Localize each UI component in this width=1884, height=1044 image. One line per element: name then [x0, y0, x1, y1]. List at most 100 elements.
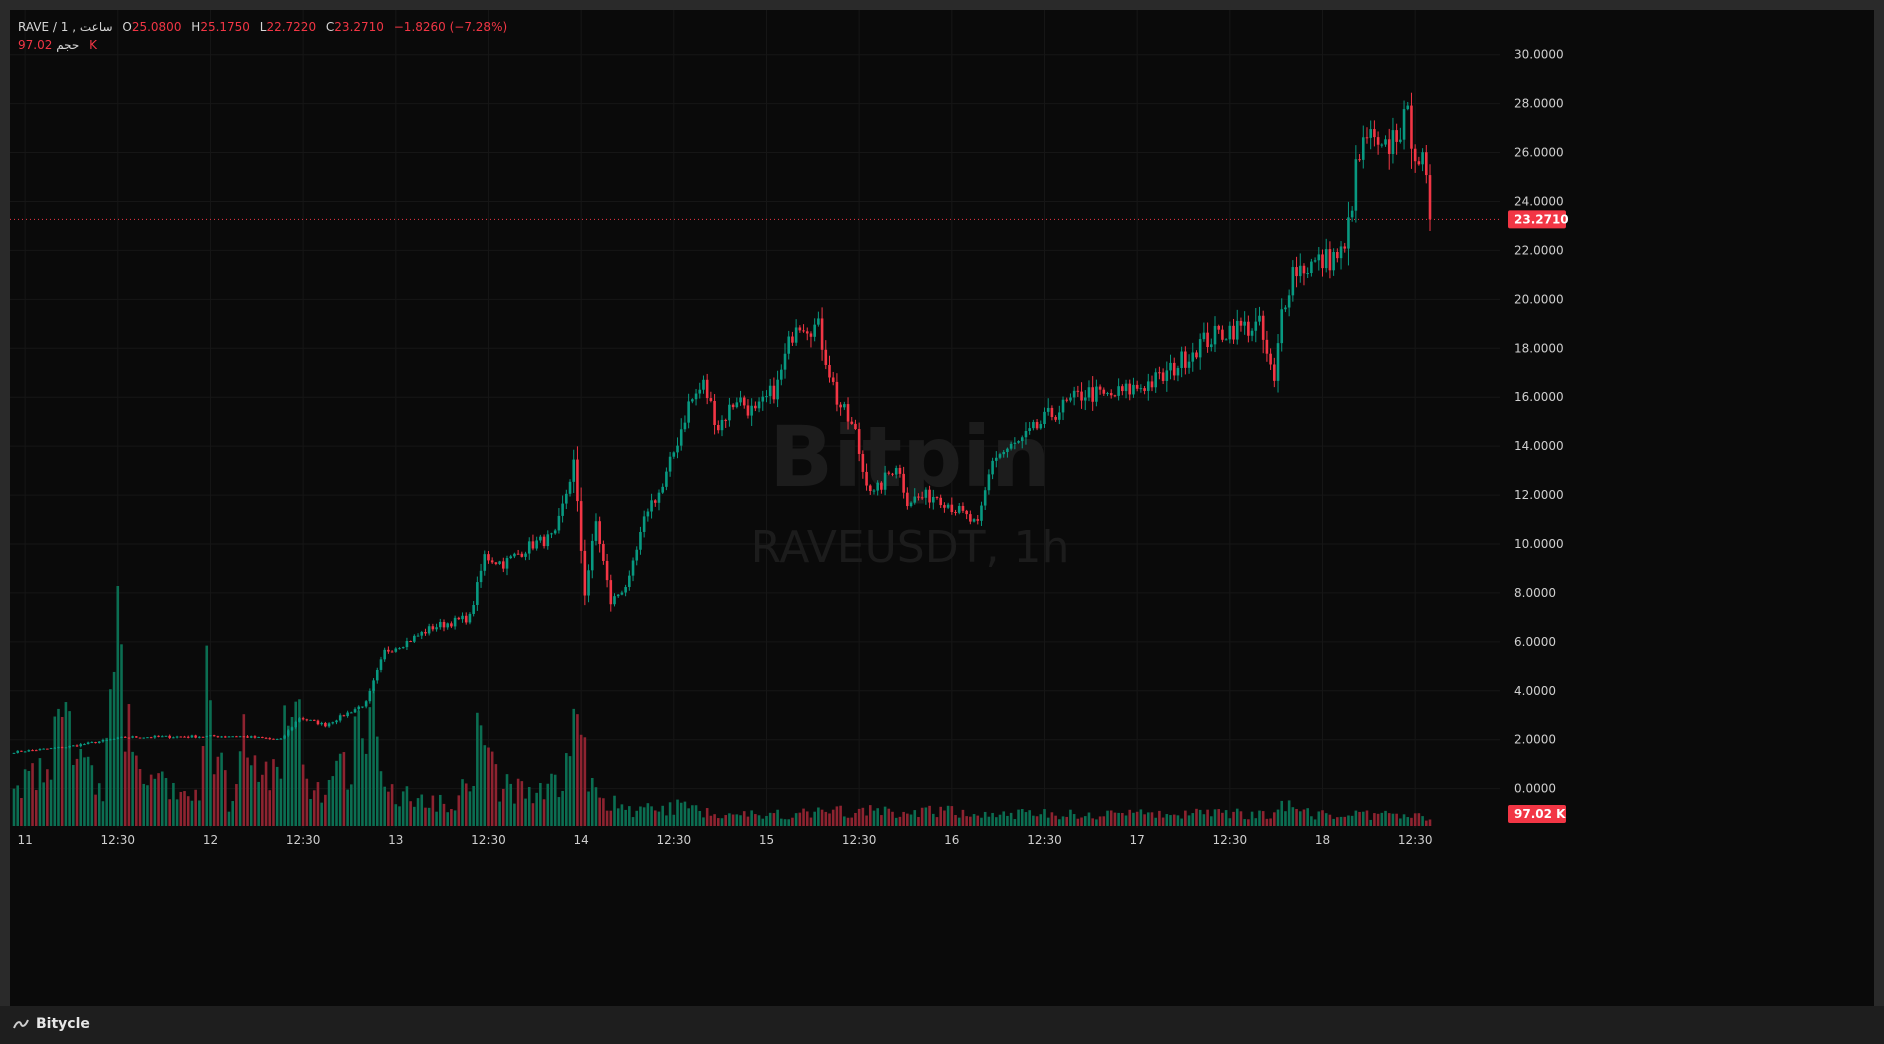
- candle-body: [576, 459, 579, 502]
- candle-body: [568, 481, 572, 494]
- candle-body: [691, 399, 694, 402]
- volume-badge-label: 97.02 K: [1514, 807, 1566, 821]
- volume-bar: [1317, 811, 1321, 826]
- volume-bar: [413, 806, 416, 826]
- candlestick-chart[interactable]: Bitpin RAVEUSDT, 1h 0.0000 2.0000 4.0000 6.…: [10, 10, 1874, 1006]
- candle-body: [1180, 351, 1183, 369]
- candle-body: [1135, 384, 1139, 389]
- chart-panel[interactable]: Bitpin RAVEUSDT, 1h 0.0000 2.0000 4.0000 6.…: [10, 10, 1874, 1006]
- candle-body: [780, 369, 783, 380]
- volume-bar: [316, 782, 320, 826]
- candle-body: [1202, 332, 1206, 340]
- volume-bar: [628, 806, 631, 826]
- volume-bar: [650, 806, 653, 826]
- volume-bar: [1228, 818, 1232, 826]
- candle-body: [1410, 105, 1413, 149]
- candle-body: [450, 623, 453, 627]
- candle-body: [702, 379, 705, 390]
- candle-body: [298, 718, 301, 722]
- candle-body: [987, 474, 991, 491]
- volume-bar: [983, 811, 987, 826]
- volume-bar: [438, 794, 442, 826]
- volume-bar: [935, 817, 939, 826]
- candle-body: [1284, 307, 1287, 310]
- candle-body: [572, 459, 576, 482]
- brand[interactable]: Bitycle: [12, 1016, 90, 1032]
- candle-body: [1402, 109, 1406, 140]
- candle-body: [917, 496, 920, 498]
- volume-bar: [127, 704, 131, 826]
- volume-bar: [257, 781, 260, 826]
- candle-body: [138, 737, 142, 739]
- volume-bar: [835, 806, 839, 826]
- volume-bar: [231, 801, 234, 826]
- candle-body: [1228, 325, 1232, 340]
- volume-bar: [294, 701, 298, 826]
- candle-body: [1176, 368, 1180, 376]
- candle-body: [1373, 129, 1376, 138]
- volume-bar: [846, 817, 850, 826]
- candle-body: [969, 514, 972, 522]
- volume-bar: [672, 814, 676, 826]
- candle-body: [839, 404, 842, 408]
- candle-body: [1080, 391, 1083, 401]
- high-label: H: [191, 20, 201, 34]
- volume-bar: [401, 791, 405, 826]
- volume-bar: [409, 801, 412, 826]
- candle-body: [698, 389, 702, 394]
- x-tick-label: 12:30: [286, 833, 321, 847]
- time-axis[interactable]: 11 12:30 12 12:30 13 12:30 14 12:30 15 12:30 16 12:…: [17, 833, 1432, 847]
- volume-bar: [931, 813, 935, 826]
- volume-bar: [761, 818, 765, 826]
- volume-bar: [312, 790, 316, 826]
- volume-bar: [72, 765, 75, 826]
- candle-body: [375, 669, 379, 681]
- volume-bar: [1247, 819, 1250, 826]
- candle-body: [235, 736, 238, 738]
- volume-bar: [780, 818, 783, 826]
- volume-bar: [594, 787, 598, 826]
- candle-body: [1243, 321, 1246, 326]
- candle-body: [1384, 139, 1387, 145]
- candle-body: [464, 615, 468, 623]
- candle-body: [97, 741, 101, 744]
- volume-bar: [209, 700, 212, 826]
- candle-body: [331, 722, 335, 724]
- footer-bar: Bitycle: [0, 1006, 1884, 1044]
- candle-body: [716, 424, 720, 431]
- volume-bar: [364, 753, 368, 826]
- volume-bar: [590, 777, 594, 826]
- candle-body: [279, 738, 283, 740]
- volume-bar: [857, 808, 861, 826]
- volume-bar: [1395, 813, 1398, 826]
- volume-bar: [969, 816, 972, 826]
- candle-body: [1224, 339, 1228, 341]
- candle-body: [131, 736, 134, 738]
- volume-bar: [123, 751, 127, 826]
- candle-body: [320, 722, 323, 725]
- price-axis[interactable]: 0.0000 2.0000 4.0000 6.0000 8.0000 10.0000 12.…: [1514, 48, 1564, 796]
- volume-bar: [342, 752, 346, 826]
- candle-body: [961, 505, 965, 511]
- volume-bar: [965, 816, 968, 826]
- candle-body: [965, 510, 968, 515]
- volume-bar: [679, 802, 683, 826]
- candle-body: [364, 701, 368, 707]
- volume-bar: [116, 586, 120, 826]
- candle-body: [524, 553, 527, 557]
- candle-body: [31, 750, 34, 752]
- candle-body: [679, 429, 683, 446]
- volume-bar: [1399, 818, 1402, 826]
- volume-bar: [1235, 808, 1239, 826]
- volume-bar: [868, 805, 872, 826]
- candle-body: [264, 737, 268, 739]
- volume-bar: [939, 806, 942, 826]
- volume-bar: [268, 790, 272, 826]
- volume-bar: [850, 817, 854, 826]
- candle-body: [657, 492, 661, 503]
- candle-body: [186, 736, 190, 738]
- candle-body: [954, 512, 957, 514]
- volume-bar: [724, 815, 728, 826]
- volume-bar: [1117, 812, 1120, 826]
- volume-bar: [1291, 807, 1295, 826]
